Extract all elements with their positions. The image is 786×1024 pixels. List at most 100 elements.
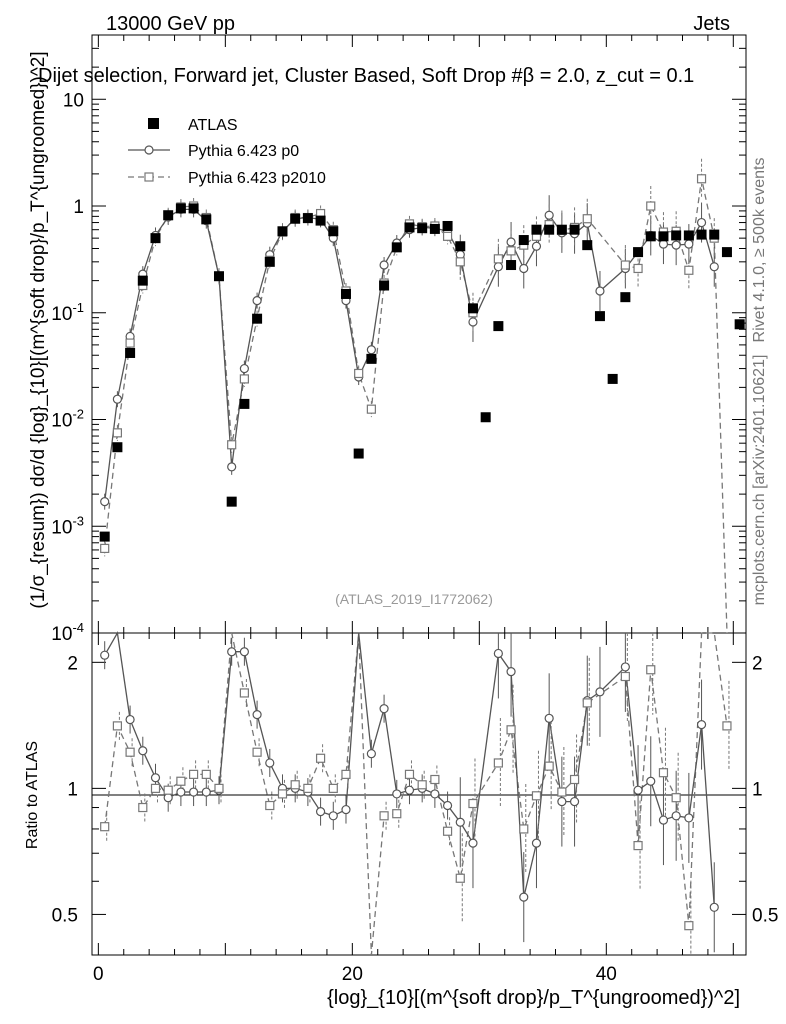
ratio-p2010-point (150, 783, 161, 793)
atlas-point (302, 213, 313, 224)
ratio-p2010-point (239, 688, 249, 698)
x-tick-label: 0 (93, 964, 104, 985)
y-tick-label: 10-4 (51, 620, 84, 645)
y-tick-label: 1 (73, 197, 84, 218)
ratio-p0-point (100, 650, 110, 660)
y-tick-label: 10 (63, 90, 84, 111)
ratio-p0-point (658, 815, 669, 825)
p0-point (506, 237, 516, 247)
ratio-p0-point (163, 793, 173, 803)
p2010-point (112, 428, 122, 438)
atlas-point (188, 203, 199, 214)
ratio-series-group (100, 631, 732, 956)
p0-point (252, 295, 262, 306)
ratio-p0-point (696, 720, 707, 730)
ratio-p2010-point (633, 841, 643, 851)
atlas-point (417, 223, 428, 234)
ratio-p2010-point (506, 725, 516, 735)
p0-point (379, 260, 389, 270)
legend-label: Pythia 6.423 p0 (188, 143, 299, 160)
ratio-p2010-point (468, 798, 478, 809)
p0-point (493, 262, 503, 272)
ratio-p2010-point (620, 671, 630, 682)
atlas-point (633, 247, 644, 258)
p2010-point (646, 201, 656, 211)
atlas-point (429, 223, 440, 234)
atlas-point (518, 235, 529, 246)
p0-point (366, 345, 376, 355)
atlas-point (379, 280, 390, 291)
ratio-p2010-point (328, 783, 338, 793)
ratio-p2010-point (557, 787, 567, 797)
atlas-point (315, 215, 326, 226)
atlas-point (163, 210, 174, 221)
ratio-p2010-point (582, 698, 592, 708)
y-tick-label: 10-1 (51, 300, 84, 325)
atlas-point (671, 230, 682, 241)
ratio-p0-point (150, 773, 161, 783)
analysis-id: (ATLAS_2019_I1772062) (335, 591, 493, 607)
ratio-p2010-point (569, 774, 580, 785)
p2010-point (455, 257, 465, 267)
y-tick-label: 10-3 (51, 513, 84, 538)
ratio-p2010-point (214, 783, 224, 793)
ratio-p2010-point (519, 824, 529, 834)
ratio-y-tick-label: 2 (67, 653, 78, 674)
atlas-point (594, 311, 605, 322)
x-tick-label: 20 (342, 964, 363, 985)
ratio-y-tick-label-right: 1 (752, 779, 763, 800)
p2010-point (506, 246, 516, 256)
ratio-p2010-point (430, 774, 440, 785)
legend: ATLAS Pythia 6.423 p0 Pythia 6.423 p2010 (128, 117, 326, 187)
atlas-point (696, 229, 707, 240)
ratio-p2010-point (112, 721, 122, 731)
ratio-p0-point (506, 667, 516, 677)
atlas-point (531, 224, 542, 235)
ratio-p0-point (468, 838, 478, 848)
atlas-point (353, 448, 364, 459)
p0-point (239, 363, 249, 374)
ratio-p0-point (557, 796, 567, 807)
ratio-p0-point (455, 817, 465, 827)
ratio-p0-point (227, 647, 237, 657)
p0-point (595, 286, 605, 296)
ratio-p2010-point (201, 769, 211, 779)
ratio-p0-point (633, 785, 643, 795)
p0-point (468, 317, 478, 327)
p2010-point (366, 404, 376, 414)
p2010-point (696, 174, 707, 184)
atlas-point (328, 226, 339, 237)
atlas-point (112, 442, 123, 453)
x-tick-label: 40 (596, 964, 617, 985)
p2010-point (620, 260, 630, 270)
p2010-point (100, 543, 110, 554)
atlas-point (544, 224, 555, 235)
atlas-point (213, 271, 224, 282)
p2010-point (227, 440, 237, 450)
ratio-y-tick-label-right: 0.5 (752, 905, 778, 926)
ratio-p2010-point (341, 769, 351, 779)
main-series-group (99, 158, 745, 634)
atlas-point (277, 226, 288, 237)
ratio-p2010-point (392, 809, 402, 819)
p0-point (544, 210, 554, 220)
ratio-p2010-point (252, 747, 262, 757)
ratio-p2010-point (442, 826, 453, 836)
p0-point (112, 394, 122, 404)
plot-title: Dijet selection, Forward jet, Cluster Ba… (38, 65, 694, 87)
p0-line (104, 208, 715, 502)
legend-label: ATLAS (188, 117, 238, 134)
ratio-p2010-point (138, 802, 148, 813)
ratio-p2010-point (188, 769, 199, 779)
atlas-point (569, 224, 580, 235)
atlas-point (506, 260, 517, 271)
ratio-p2010-point (163, 785, 173, 795)
process-label: Jets (693, 13, 730, 35)
ratio-p2010-point (684, 921, 694, 931)
p0-point (531, 241, 542, 251)
ratio-p0-point (379, 704, 389, 714)
ratio-p0-point (569, 796, 580, 807)
ratio-y-axis-label: Ratio to ATLAS (24, 741, 41, 849)
ratio-p0-point (671, 811, 681, 821)
